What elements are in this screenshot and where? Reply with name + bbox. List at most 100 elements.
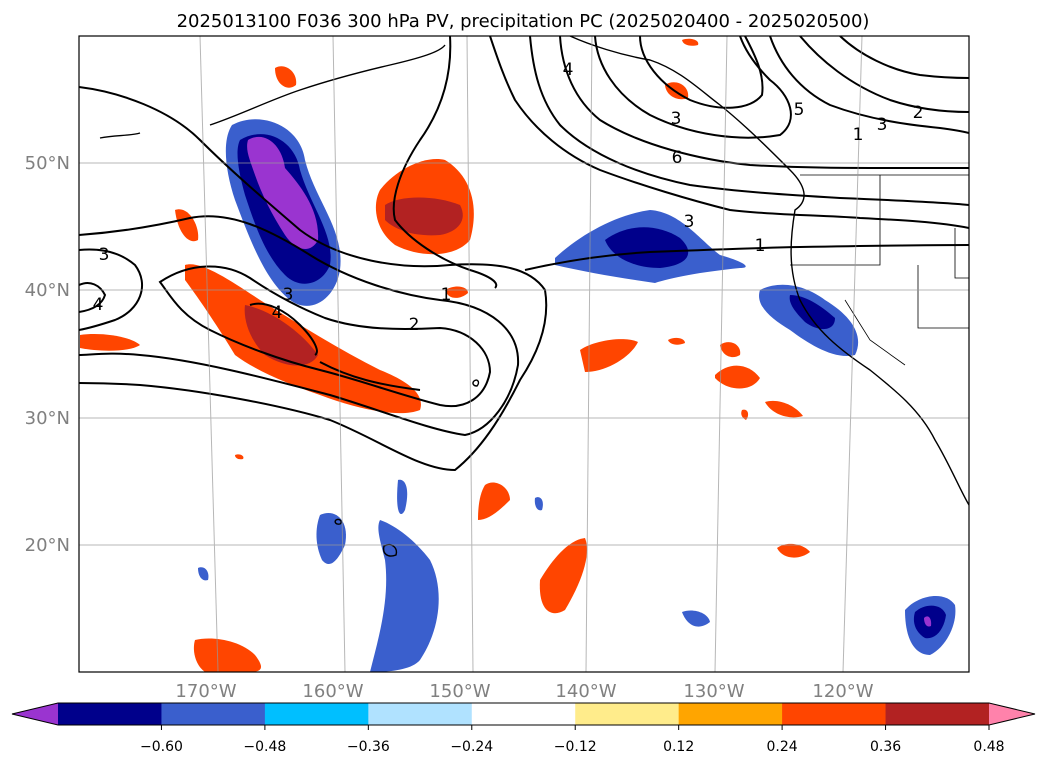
lon-tick-label: 130°W xyxy=(683,681,744,702)
lat-labels: 50°N 40°N 30°N 20°N xyxy=(25,153,70,556)
contour-label: 6 xyxy=(672,148,683,168)
precip-area xyxy=(777,543,810,558)
island xyxy=(334,518,342,525)
contour-line xyxy=(489,36,969,229)
precip-area xyxy=(682,610,710,627)
contour-line xyxy=(839,36,969,79)
coastline xyxy=(99,132,141,139)
colorbar-segment xyxy=(782,703,887,725)
colorbar-tick-label: 0.48 xyxy=(973,739,1004,755)
precip-area xyxy=(682,38,699,46)
contour-label: 4 xyxy=(93,295,104,315)
gridline xyxy=(332,36,346,672)
colorbar-tick-label: −0.48 xyxy=(243,739,286,755)
colorbar-segment xyxy=(678,703,783,725)
precip-area xyxy=(385,197,463,236)
gridline xyxy=(585,36,593,672)
precip-area xyxy=(720,342,741,358)
contour-line xyxy=(524,244,969,271)
gridlines xyxy=(79,36,969,672)
contour-label: 3 xyxy=(877,115,888,135)
precip-area xyxy=(397,479,408,515)
contour-line xyxy=(249,302,318,356)
contour-line xyxy=(158,265,492,408)
colorbar-segment xyxy=(161,703,266,725)
precipitation-fill xyxy=(80,38,956,672)
border xyxy=(790,175,881,266)
lat-tick-label: 20°N xyxy=(25,535,70,556)
precip-area xyxy=(605,227,689,268)
colorbar-segment xyxy=(368,703,473,725)
contour-line xyxy=(79,215,520,437)
colorbar-segment xyxy=(885,703,990,725)
colorbar-tick-label: 0.12 xyxy=(663,739,694,755)
contour-label: 5 xyxy=(794,100,805,120)
border xyxy=(917,265,969,329)
contour-label: 3 xyxy=(671,109,682,129)
precip-area xyxy=(478,482,510,520)
map-panel: 4 3 2 1 6 5 3 2 1 3 4 4 1 3 3 xyxy=(78,35,970,673)
contour-line xyxy=(799,36,969,113)
contour-label: 1 xyxy=(755,236,766,256)
precip-area xyxy=(539,538,588,614)
colorbar-extend-max xyxy=(989,703,1035,725)
contour-label: 4 xyxy=(272,303,283,323)
contour-label: 3 xyxy=(684,212,695,232)
precip-area xyxy=(370,520,439,672)
contour-line xyxy=(529,36,969,206)
precip-area xyxy=(316,513,346,565)
colorbar-tick-label: −0.12 xyxy=(554,739,597,755)
contour-line xyxy=(769,36,969,134)
contour-labels: 4 3 2 1 6 5 3 2 1 3 4 4 1 3 3 xyxy=(93,60,924,335)
lat-tick-label: 30°N xyxy=(25,408,70,429)
precip-area xyxy=(445,286,468,298)
precip-area xyxy=(235,454,244,460)
contour-line xyxy=(79,282,107,313)
contour-line xyxy=(594,36,792,139)
precip-area xyxy=(765,400,803,418)
colorbar-tick-label: −0.24 xyxy=(450,739,493,755)
lon-labels: 170°W 160°W 150°W 140°W 130°W 120°W xyxy=(175,681,873,702)
colorbar-tick-label: −0.36 xyxy=(347,739,390,755)
contour-line xyxy=(639,36,764,109)
map-frame xyxy=(78,35,970,673)
colorbar-outline xyxy=(11,702,1036,726)
colorbar-tick-label: −0.60 xyxy=(140,739,183,755)
lon-tick-label: 150°W xyxy=(429,681,490,702)
contour-line xyxy=(319,361,421,391)
precip-area xyxy=(175,209,199,242)
colorbar-extend-min xyxy=(12,703,58,725)
lon-tick-label: 140°W xyxy=(555,681,616,702)
colorbar-segments xyxy=(58,703,990,725)
precip-area xyxy=(244,305,318,366)
gridline xyxy=(199,36,219,672)
precip-area xyxy=(198,567,209,581)
colorbar: −0.60 −0.48 −0.36 −0.24 −0.12 0.12 0.24 0.36 0.4… xyxy=(11,702,1036,755)
precip-area xyxy=(715,365,760,389)
precip-area xyxy=(534,497,543,511)
contour-label: 4 xyxy=(563,60,574,80)
colorbar-ticks: −0.60 −0.48 −0.36 −0.24 −0.12 0.12 0.24 0.36 0.4… xyxy=(140,725,1005,755)
lat-tick-label: 40°N xyxy=(25,280,70,301)
contour-line xyxy=(559,36,969,170)
contour-label: 1 xyxy=(441,285,452,305)
contour-label: 1 xyxy=(853,125,864,145)
precip-area xyxy=(668,337,685,345)
coastline xyxy=(209,44,446,126)
precip-area xyxy=(275,66,297,88)
lat-tick-label: 50°N xyxy=(25,153,70,174)
precip-area xyxy=(80,334,140,351)
gridline xyxy=(842,36,863,672)
gridline xyxy=(714,36,728,672)
contour-label: 2 xyxy=(409,315,420,335)
precip-area xyxy=(924,616,932,627)
lon-tick-label: 170°W xyxy=(175,681,236,702)
precip-area xyxy=(789,295,835,330)
colorbar-tick-label: 0.36 xyxy=(870,739,901,755)
lon-tick-label: 160°W xyxy=(302,681,363,702)
contour-label: 3 xyxy=(99,245,110,265)
colorbar-tick-label: 0.24 xyxy=(767,739,798,755)
pv-contours xyxy=(79,36,969,472)
island xyxy=(472,379,480,387)
